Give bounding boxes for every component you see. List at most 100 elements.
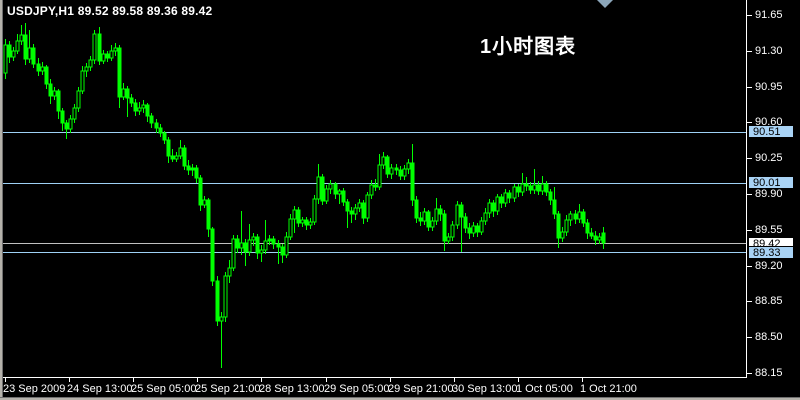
candle: [117, 45, 122, 108]
candle: [88, 56, 93, 71]
candle: [324, 185, 329, 204]
candle: [68, 115, 73, 133]
candle: [316, 164, 321, 204]
time-tick: [133, 378, 134, 382]
time-tick-label: 25 Sep 05:00: [131, 383, 197, 395]
candle: [182, 145, 187, 170]
candle: [536, 181, 541, 195]
chart-shift-marker-icon: [597, 0, 613, 8]
candle: [389, 164, 394, 179]
price-tick-label: 91.30: [755, 45, 783, 57]
time-tick: [5, 378, 6, 382]
candle: [495, 194, 500, 215]
candle: [296, 207, 301, 227]
candle: [40, 62, 45, 75]
candle: [556, 211, 561, 248]
price-tick: [747, 337, 752, 338]
price-tick-label: 90.95: [755, 81, 783, 93]
candle: [113, 43, 118, 56]
candle: [19, 25, 24, 45]
price-tick: [747, 122, 752, 123]
candle: [44, 65, 49, 89]
candle: [284, 232, 289, 258]
candle: [573, 210, 578, 224]
time-tick-label: 29 Sep 05:00: [324, 383, 390, 395]
price-tick: [747, 158, 752, 159]
candle: [72, 104, 77, 123]
time-axis[interactable]: 23 Sep 2009 24 Sep 13:00 25 Sep 05:00 25 Se…: [0, 377, 747, 397]
candle: [174, 152, 179, 162]
candle: [109, 45, 114, 61]
candle: [7, 41, 12, 63]
candle: [385, 155, 390, 178]
candle: [76, 87, 81, 112]
time-tick: [69, 378, 70, 382]
candle: [499, 194, 504, 208]
time-tick: [390, 378, 391, 382]
candle: [357, 199, 362, 212]
candle: [198, 175, 203, 211]
candle: [581, 209, 586, 227]
time-tick: [582, 378, 583, 382]
candle: [239, 211, 244, 255]
candle: [60, 108, 65, 131]
time-tick-label: 25 Sep 21:00: [195, 383, 261, 395]
candle: [312, 195, 317, 225]
candle: [450, 221, 455, 241]
candle: [402, 165, 407, 180]
candle: [585, 219, 590, 239]
candle: [149, 113, 154, 128]
candle: [121, 83, 126, 100]
candle: [231, 235, 236, 271]
price-axis[interactable]: 91.65 91.30 90.95 90.60 90.25 89.90 89.55 89.20…: [746, 0, 800, 397]
candle: [564, 215, 569, 236]
candle: [263, 220, 268, 254]
candle: [11, 47, 16, 61]
candle: [463, 213, 468, 233]
candle: [259, 245, 264, 262]
candle: [373, 179, 378, 191]
candle: [158, 124, 163, 137]
candle: [31, 44, 36, 68]
candle: [548, 189, 553, 205]
candle: [271, 236, 276, 249]
price-tick: [747, 15, 752, 16]
candle: [223, 272, 228, 322]
candle: [377, 154, 382, 190]
level-price-badge: 90.01: [748, 176, 794, 189]
candle: [166, 137, 171, 163]
candle: [300, 217, 305, 227]
candle: [333, 182, 338, 199]
price-tick: [747, 51, 752, 52]
candle: [125, 86, 130, 117]
candle: [426, 210, 431, 231]
candle: [560, 227, 565, 242]
candle: [544, 181, 549, 196]
candle: [422, 208, 427, 225]
price-tick: [747, 87, 752, 88]
price-tick-label: 89.55: [755, 224, 783, 236]
candle: [507, 190, 512, 203]
candle: [430, 217, 435, 231]
time-tick: [261, 378, 262, 382]
candle: [170, 149, 175, 162]
candlestick-plot[interactable]: [0, 0, 746, 377]
candle: [503, 189, 508, 207]
candle: [36, 58, 41, 76]
candle: [15, 34, 20, 54]
candle: [475, 223, 480, 237]
candle: [48, 79, 53, 104]
time-tick: [326, 378, 327, 382]
candle: [56, 89, 61, 119]
candle: [247, 224, 252, 256]
candle: [84, 63, 89, 77]
candle: [398, 166, 403, 180]
price-tick: [747, 373, 752, 374]
candle: [418, 212, 423, 226]
window-border-bottom: [0, 397, 800, 400]
price-tick-label: 88.15: [755, 367, 783, 379]
candle: [601, 227, 606, 249]
candle: [190, 164, 195, 176]
time-tick-label: 30 Sep 13:00: [452, 383, 518, 395]
candle: [589, 228, 594, 239]
